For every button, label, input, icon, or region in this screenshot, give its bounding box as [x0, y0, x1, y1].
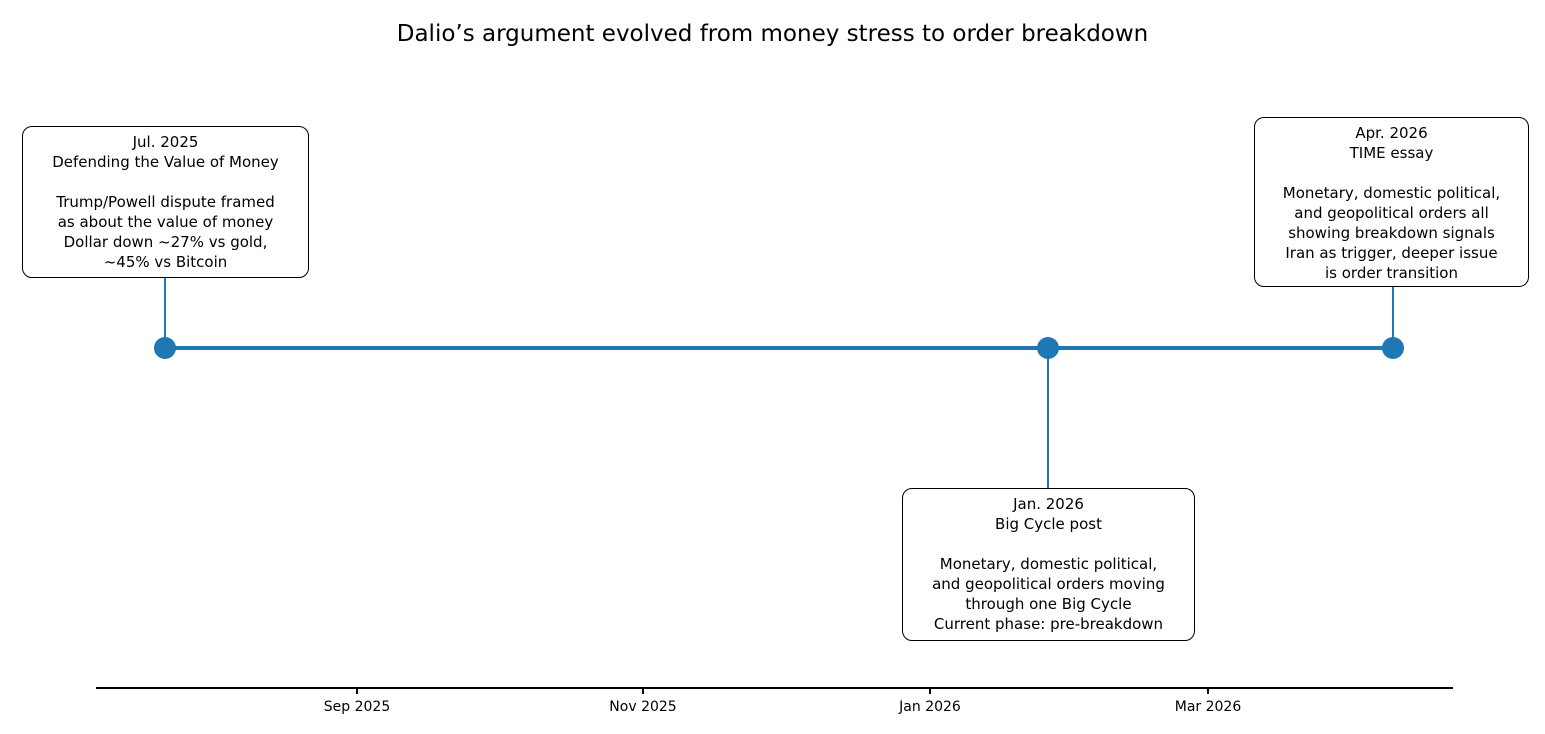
event-date: Jul. 2025 [132, 133, 199, 151]
x-axis-tick-label: Jan 2026 [899, 699, 961, 715]
x-axis-tick-label: Nov 2025 [609, 699, 677, 715]
x-axis-tick-label: Mar 2026 [1174, 699, 1242, 715]
event-card-jul-2025: Jul. 2025 Defending the Value of Money T… [22, 126, 309, 278]
event-description: Monetary, domestic political, and geopol… [1282, 184, 1501, 282]
chart-title: Dalio’s argument evolved from money stre… [396, 21, 1149, 47]
event-heading: TIME essay [1349, 144, 1434, 162]
event-card-apr-2026: Apr. 2026 TIME essay Monetary, domestic … [1254, 117, 1529, 287]
event-2-marker-dot [1037, 337, 1059, 359]
event-3-connector-line [1392, 272, 1394, 348]
event-heading: Defending the Value of Money [52, 153, 279, 171]
x-axis-tick [356, 688, 358, 694]
x-axis-tick [929, 688, 931, 694]
x-axis-tick-label: Sep 2025 [323, 699, 391, 715]
x-axis-tick [642, 688, 644, 694]
event-date: Jan. 2026 [1013, 495, 1084, 513]
event-card-jan-2026: Jan. 2026 Big Cycle post Monetary, domes… [902, 488, 1195, 641]
event-3-marker-dot [1382, 337, 1404, 359]
x-axis-tick [1207, 688, 1209, 694]
event-description: Monetary, domestic political, and geopol… [932, 555, 1165, 633]
event-description: Trump/Powell dispute framed as about the… [56, 193, 275, 271]
event-2-connector-line [1047, 348, 1049, 498]
event-1-connector-line [164, 262, 166, 348]
event-date: Apr. 2026 [1355, 124, 1428, 142]
event-heading: Big Cycle post [995, 515, 1102, 533]
x-axis-line [96, 687, 1453, 689]
event-1-marker-dot [154, 337, 176, 359]
timeline-line [165, 346, 1393, 350]
